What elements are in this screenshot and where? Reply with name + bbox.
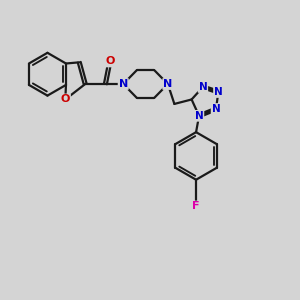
Text: N: N xyxy=(199,82,207,92)
Text: O: O xyxy=(61,94,70,104)
Text: N: N xyxy=(118,79,128,89)
Text: N: N xyxy=(214,87,223,97)
Text: F: F xyxy=(192,202,200,212)
Text: N: N xyxy=(163,79,172,89)
Text: O: O xyxy=(105,56,115,66)
Text: N: N xyxy=(195,111,203,121)
Text: N: N xyxy=(212,104,220,114)
